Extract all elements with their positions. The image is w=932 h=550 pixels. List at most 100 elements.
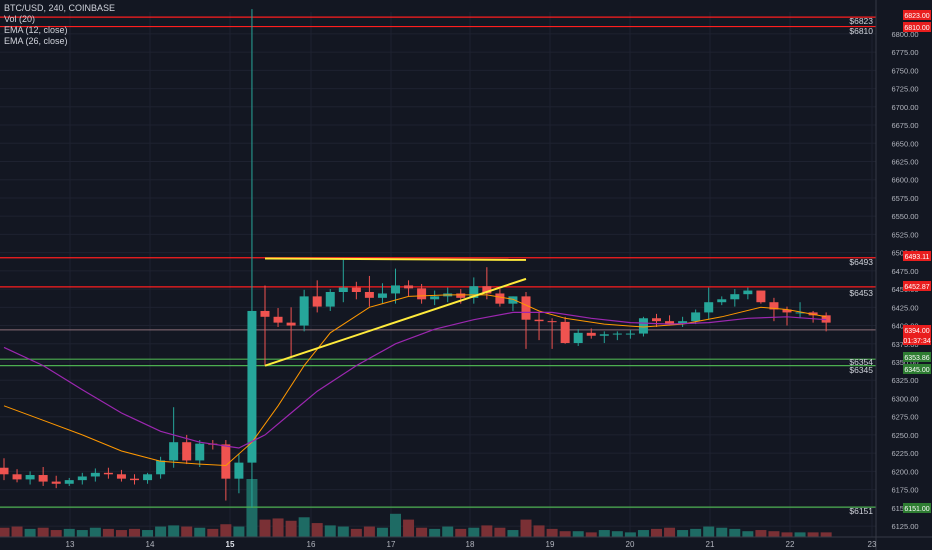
volume-bar (24, 528, 36, 537)
volume-bar (755, 530, 767, 537)
level-label: $6810 (849, 26, 873, 36)
price-badge (903, 325, 931, 335)
volume-bars (0, 479, 832, 537)
price-tick-label: 6775.00 (891, 48, 918, 57)
price-tick-label: 6750.00 (891, 66, 918, 75)
candle-body (169, 442, 179, 461)
price-badge (903, 503, 931, 513)
volume-bar (703, 526, 715, 537)
price-badge (903, 352, 931, 362)
level-label: $6354 (849, 357, 873, 367)
time-tick-label: 22 (786, 540, 795, 549)
price-badge (903, 251, 931, 261)
volume-bar (181, 526, 193, 537)
trendline (264, 277, 527, 367)
price-axis[interactable]: 6125.006150.006175.006200.006225.006250.… (875, 0, 932, 550)
price-tick-label: 6425.00 (891, 303, 918, 312)
ema12-legend[interactable]: EMA (12, close) (4, 25, 68, 35)
volume-bar (390, 513, 401, 537)
volume-bar (168, 525, 180, 537)
ema26-line (3, 311, 827, 449)
volume-bar (468, 527, 480, 537)
price-badge-label: 6353.86 (904, 355, 929, 362)
price-tick-label: 6550.00 (891, 212, 918, 221)
candle-body (130, 478, 139, 481)
candle-body (182, 442, 192, 461)
candle-body (508, 296, 518, 304)
time-tick-label: 16 (307, 540, 316, 549)
time-tick-label: 14 (146, 540, 155, 549)
time-axis[interactable]: 13 14 15 16 17 18 19 20 21 22 23 (0, 536, 932, 549)
volume-bar (716, 527, 728, 537)
candle-body (547, 321, 557, 323)
level-label: $6453 (849, 288, 873, 298)
candle-body (717, 299, 727, 303)
price-badge (903, 281, 931, 291)
price-tick-label: 6700.00 (891, 103, 918, 112)
price-tick-label: 6125.00 (891, 522, 918, 531)
level-label: $6151 (849, 506, 873, 516)
ema26-legend[interactable]: EMA (26, close) (4, 36, 68, 46)
volume-bar (585, 532, 597, 537)
price-badge-label: 6151.00 (904, 506, 929, 513)
volume-bar (768, 531, 780, 537)
volume-bar (0, 527, 10, 537)
candle-body (273, 316, 283, 323)
volume-legend[interactable]: Vol (20) (4, 14, 36, 24)
volume-bar (220, 524, 232, 537)
candle-body (638, 318, 648, 334)
volume-bar (37, 527, 49, 537)
candle-body (221, 444, 231, 479)
price-badge-label: 6810.00 (904, 25, 929, 32)
volume-bar (637, 530, 649, 537)
price-badge (903, 364, 931, 374)
price-badge-label: 6452.87 (904, 284, 929, 291)
candle-body (77, 476, 87, 481)
candle-body (116, 474, 126, 479)
volume-bar (677, 530, 689, 537)
candle-body (156, 460, 166, 475)
volume-bar (102, 528, 114, 537)
volume-bar (546, 528, 558, 537)
candle-body (756, 290, 766, 303)
symbol-legend[interactable]: BTC/USD, 240, COINBASE (4, 3, 116, 13)
volume-bar (559, 531, 571, 537)
candle-body (730, 294, 740, 300)
volume-bar (664, 527, 676, 537)
candle-body (64, 480, 74, 484)
price-tick-label: 6250.00 (891, 431, 918, 440)
price-tick-label: 6225.00 (891, 449, 918, 458)
time-tick-label: 23 (868, 540, 877, 549)
price-tick-label: 6525.00 (891, 230, 918, 239)
volume-bar (115, 530, 127, 537)
volume-bar (494, 527, 506, 537)
volume-bar (337, 526, 349, 537)
volume-bar (50, 530, 62, 537)
time-tick-label: 13 (66, 540, 75, 549)
volume-bar (298, 517, 310, 537)
price-tick-label: 6275.00 (891, 413, 918, 422)
candle-body (678, 321, 688, 325)
candle-body (12, 474, 22, 480)
candle-body (260, 310, 270, 317)
price-badge-label: 6345.00 (904, 367, 929, 374)
volume-bar (89, 527, 101, 537)
candle-body (25, 475, 35, 480)
volume-bar (611, 531, 623, 537)
candle-body (417, 288, 427, 300)
price-tick-label: 6350.00 (891, 358, 918, 367)
price-tick-label: 6575.00 (891, 194, 918, 203)
price-tick-label: 6675.00 (891, 121, 918, 130)
volume-bar (416, 527, 428, 537)
volume-bar (324, 525, 336, 537)
volume-bar (781, 532, 793, 537)
candle-body (743, 290, 753, 295)
chart-legend: BTC/USD, 240, COINBASE Vol (20) EMA (12,… (4, 3, 115, 47)
time-tick-label: 17 (387, 540, 396, 549)
candle-body (821, 315, 831, 323)
volume-bar (572, 531, 584, 537)
candle-body (625, 333, 635, 335)
price-badge (903, 10, 931, 20)
candle-body (0, 467, 9, 475)
